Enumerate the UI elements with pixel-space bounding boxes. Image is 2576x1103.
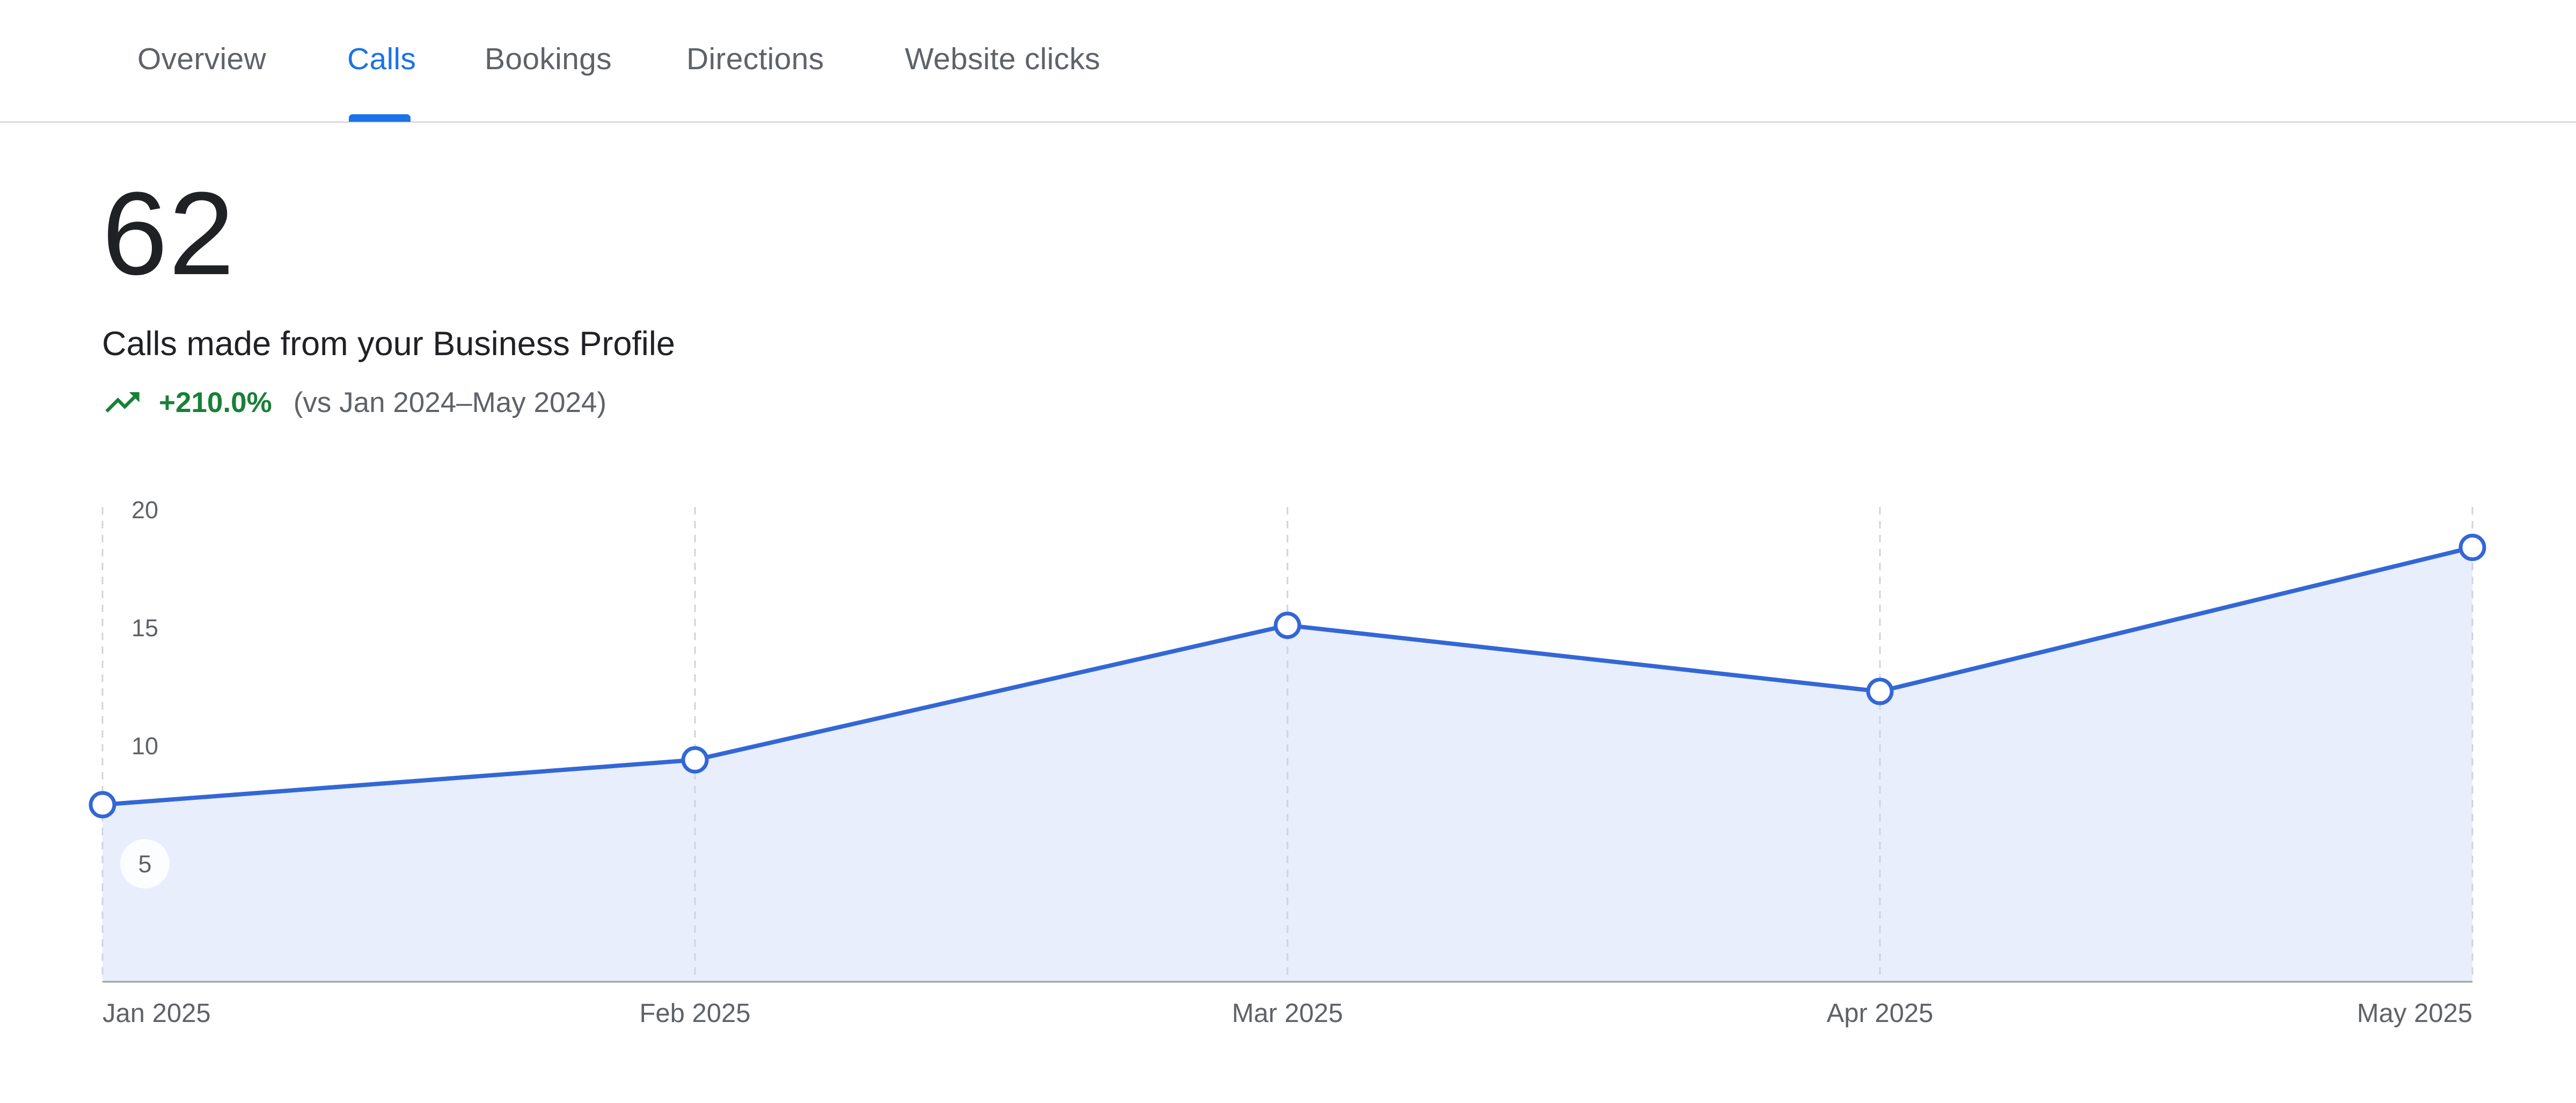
tab-website-clicks[interactable]: Website clicks <box>905 41 1101 76</box>
data-point-1 <box>681 746 709 774</box>
calls-count: 62 <box>102 167 236 299</box>
y-tick-label-3: 5 <box>138 850 151 878</box>
y-tick-label-1: 15 <box>131 614 158 642</box>
x-tick-label-3: Apr 2025 <box>1827 999 1934 1028</box>
tab-bookings[interactable]: Bookings <box>485 41 612 76</box>
trending-up-icon <box>105 392 140 413</box>
data-point-3 <box>1866 678 1894 705</box>
active-tab-indicator <box>349 114 411 122</box>
x-tick-label-0: Jan 2025 <box>103 999 211 1028</box>
comparison-period: (vs Jan 2024–May 2024) <box>293 386 607 418</box>
series-line <box>102 545 2473 807</box>
change-row: +210.0% (vs Jan 2024–May 2024) <box>102 382 606 423</box>
tab-overview[interactable]: Overview <box>137 41 266 76</box>
metric-description: Calls made from your Business Profile <box>102 325 675 363</box>
tab-bar: Overview Calls Bookings Directions Websi… <box>0 0 2576 123</box>
y-tick-bg-3 <box>120 839 170 888</box>
x-tick-label-4: May 2025 <box>2357 999 2472 1028</box>
change-percent: +210.0% <box>159 386 272 418</box>
data-point-4 <box>2458 533 2486 561</box>
tab-calls[interactable]: Calls <box>347 41 416 76</box>
y-tick-label-0: 20 <box>131 496 158 524</box>
data-point-2 <box>1274 612 1301 639</box>
y-tick-label-2: 10 <box>131 732 158 760</box>
tab-directions[interactable]: Directions <box>686 41 824 76</box>
area-fill <box>103 547 2472 982</box>
data-point-0 <box>89 791 116 819</box>
x-tick-label-1: Feb 2025 <box>639 999 750 1028</box>
x-tick-label-2: Mar 2025 <box>1232 999 1343 1028</box>
